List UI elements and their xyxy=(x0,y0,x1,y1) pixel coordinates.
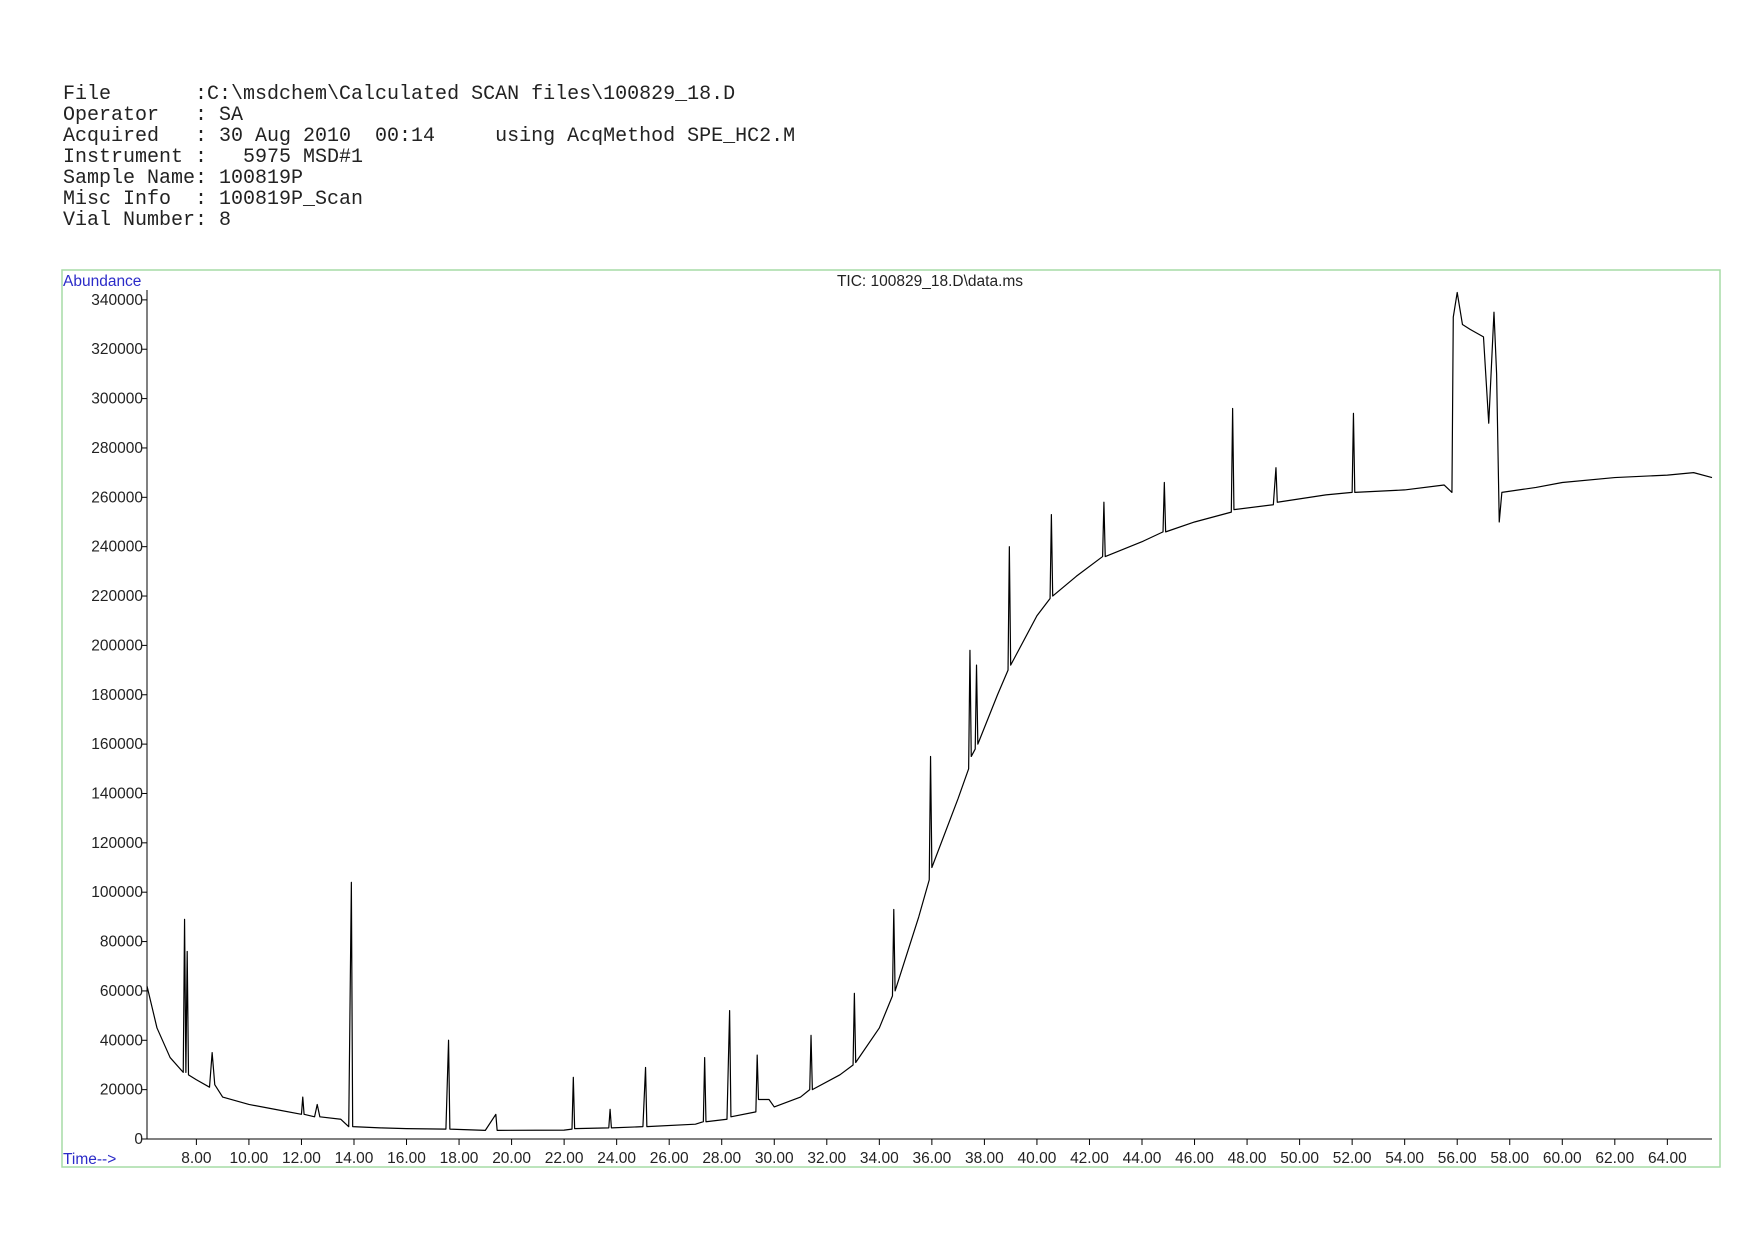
header-line: File :C:\msdchem\Calculated SCAN files\1… xyxy=(63,83,735,106)
y-tick-label: 20000 xyxy=(100,1082,143,1099)
y-tick-label: 200000 xyxy=(91,637,143,654)
y-tick-label: 280000 xyxy=(91,440,143,457)
y-tick-label: 240000 xyxy=(91,539,143,556)
x-tick-label: 16.00 xyxy=(387,1150,426,1167)
y-tick-label: 180000 xyxy=(91,687,143,704)
chart-title: TIC: 100829_18.D\data.ms xyxy=(837,273,1023,290)
x-tick-label: 30.00 xyxy=(755,1150,794,1167)
y-tick-label: 140000 xyxy=(91,785,143,802)
y-tick-label: 120000 xyxy=(91,835,143,852)
y-tick-label: 40000 xyxy=(100,1032,143,1049)
y-tick-label: 160000 xyxy=(91,736,143,753)
y-tick-label: 260000 xyxy=(91,489,143,506)
chart-frame xyxy=(61,269,1721,1168)
header-line: Sample Name: 100819P xyxy=(63,167,303,190)
y-tick-label: 100000 xyxy=(91,884,143,901)
x-tick-label: 38.00 xyxy=(965,1150,1004,1167)
x-tick-label: 34.00 xyxy=(860,1150,899,1167)
y-tick-label: 340000 xyxy=(91,292,143,309)
y-tick-label: 60000 xyxy=(100,983,143,1000)
x-tick-label: 58.00 xyxy=(1490,1150,1529,1167)
y-tick-label: 320000 xyxy=(91,341,143,358)
x-tick-label: 18.00 xyxy=(440,1150,479,1167)
header-line: Instrument : 5975 MSD#1 xyxy=(63,146,363,169)
header-line: Operator : SA xyxy=(63,104,243,127)
x-tick-label: 26.00 xyxy=(650,1150,689,1167)
x-tick-label: 32.00 xyxy=(807,1150,846,1167)
x-axis-label: Time--> xyxy=(63,1151,116,1168)
x-tick-label: 60.00 xyxy=(1543,1150,1582,1167)
x-tick-label: 42.00 xyxy=(1070,1150,1109,1167)
y-tick-label: 0 xyxy=(134,1131,143,1148)
x-tick-label: 48.00 xyxy=(1228,1150,1267,1167)
y-tick-label: 300000 xyxy=(91,391,143,408)
x-tick-label: 50.00 xyxy=(1280,1150,1319,1167)
y-tick-label: 80000 xyxy=(100,934,143,951)
header-line: Acquired : 30 Aug 2010 00:14 using AcqMe… xyxy=(63,125,795,148)
x-tick-label: 54.00 xyxy=(1385,1150,1424,1167)
y-tick-label: 220000 xyxy=(91,588,143,605)
x-tick-label: 64.00 xyxy=(1648,1150,1687,1167)
header-line: Misc Info : 100819P_Scan xyxy=(63,188,363,211)
x-tick-label: 12.00 xyxy=(282,1150,321,1167)
tic-trace xyxy=(146,291,1713,1131)
x-tick-label: 24.00 xyxy=(597,1150,636,1167)
y-axis-label: Abundance xyxy=(63,273,141,290)
x-tick-label: 52.00 xyxy=(1333,1150,1372,1167)
x-tick-label: 8.00 xyxy=(181,1150,212,1167)
plot-area: 0 20000 40000 60000 80000 100000 120000 140000 1… xyxy=(91,290,1713,1167)
x-tick-label: 14.00 xyxy=(335,1150,374,1167)
x-tick-label: 40.00 xyxy=(1018,1150,1057,1167)
x-tick-label: 56.00 xyxy=(1438,1150,1477,1167)
x-tick-label: 36.00 xyxy=(912,1150,951,1167)
x-tick-label: 20.00 xyxy=(492,1150,531,1167)
x-tick-label: 46.00 xyxy=(1175,1150,1214,1167)
x-tick-label: 44.00 xyxy=(1123,1150,1162,1167)
header-line: Vial Number: 8 xyxy=(63,209,231,232)
x-tick-label: 22.00 xyxy=(545,1150,584,1167)
x-tick-label: 10.00 xyxy=(230,1150,269,1167)
x-tick-label: 28.00 xyxy=(702,1150,741,1167)
x-tick-label: 62.00 xyxy=(1595,1150,1634,1167)
file-header: File :C:\msdchem\Calculated SCAN files\1… xyxy=(63,83,795,232)
